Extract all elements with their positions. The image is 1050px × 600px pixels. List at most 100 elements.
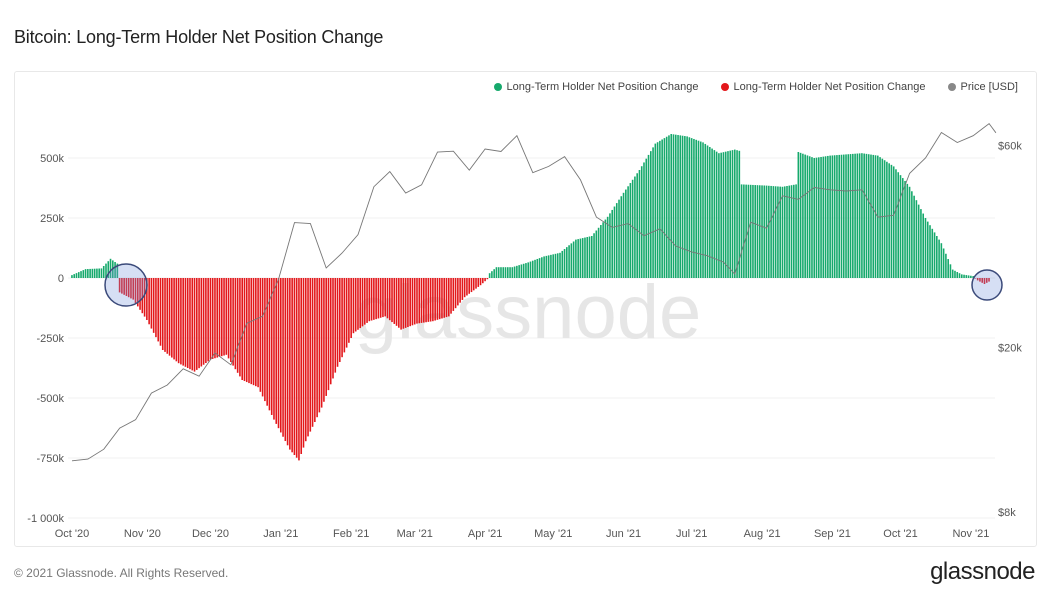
bar-positive: [550, 254, 552, 278]
bar-negative: [295, 278, 298, 458]
bar-negative: [384, 278, 387, 317]
bar-negative: [168, 278, 171, 356]
bar-positive: [867, 154, 870, 278]
bar-negative: [348, 278, 350, 343]
bar-negative: [193, 278, 196, 372]
bar-negative: [395, 278, 398, 326]
bar-positive: [938, 239, 940, 278]
bar-negative: [411, 278, 414, 326]
bar-positive: [904, 180, 906, 278]
legend-item-positive[interactable]: Long-Term Holder Net Position Change: [493, 81, 699, 93]
bar-positive: [659, 140, 661, 278]
bar-positive: [604, 219, 607, 278]
x-axis-tick-label: Jun '21: [606, 528, 641, 540]
bar-positive: [731, 150, 734, 278]
bar-positive: [820, 156, 822, 278]
glassnode-logo: glassnode: [930, 558, 1035, 585]
bar-negative: [325, 278, 327, 396]
bar-positive: [527, 262, 530, 278]
bar-positive: [656, 142, 659, 278]
bar-positive: [951, 269, 954, 278]
bar-negative: [275, 278, 278, 424]
bar-positive: [577, 239, 579, 278]
legend-item-price[interactable]: Price [USD]: [947, 81, 1018, 93]
bar-negative: [239, 278, 241, 377]
x-axis-tick-label: Jan '21: [263, 528, 298, 540]
bar-positive: [849, 154, 852, 278]
bar-positive: [777, 186, 779, 278]
bar-positive: [718, 153, 720, 278]
x-axis-tick-label: Jul '21: [676, 528, 707, 540]
x-axis-tick-label: Nov '20: [124, 528, 161, 540]
bar-positive: [833, 155, 836, 278]
bar-positive: [786, 186, 788, 278]
bar-positive: [575, 239, 577, 278]
right-axis-tick-label: $60k: [998, 140, 1022, 152]
bar-negative: [363, 278, 366, 325]
bar-negative: [261, 278, 264, 397]
bar-positive: [511, 267, 514, 278]
bar-positive: [724, 151, 727, 278]
bar-positive: [763, 185, 766, 278]
bar-negative: [304, 278, 307, 442]
bar-negative: [171, 278, 173, 358]
bar-positive: [908, 186, 911, 278]
bar-negative: [366, 278, 368, 323]
bar-positive: [663, 138, 666, 278]
bar-positive: [886, 161, 888, 278]
bar-negative: [143, 278, 146, 317]
bar-negative: [252, 278, 255, 386]
bar-negative: [218, 278, 221, 357]
bar-negative: [209, 278, 212, 360]
bar-negative: [136, 278, 139, 307]
bar-negative: [309, 278, 312, 432]
bar-positive: [661, 139, 663, 278]
bar-negative: [161, 278, 164, 350]
bar-negative: [202, 278, 205, 365]
bar-positive: [570, 243, 573, 278]
bar-negative: [409, 278, 411, 327]
bar-positive: [960, 274, 963, 278]
bar-negative: [302, 278, 305, 448]
bar-negative: [214, 278, 216, 359]
bar-positive: [740, 184, 743, 278]
bar-positive: [96, 268, 98, 278]
legend-item-negative[interactable]: Long-Term Holder Net Position Change: [720, 81, 926, 93]
bar-positive: [495, 267, 498, 278]
bar-positive: [504, 267, 507, 278]
bar-positive: [929, 225, 931, 278]
bar-negative: [198, 278, 200, 369]
bar-negative: [250, 278, 253, 385]
bar-negative: [479, 278, 482, 286]
bar-positive: [940, 243, 943, 278]
bar-negative: [146, 278, 148, 320]
bar-negative: [245, 278, 248, 383]
bar-positive: [502, 267, 505, 278]
bar-positive: [824, 156, 827, 278]
bar-negative: [470, 278, 473, 293]
bar-positive: [733, 149, 736, 278]
bar-negative: [441, 278, 443, 319]
bar-positive: [970, 275, 972, 278]
bar-positive: [572, 241, 575, 278]
left-axis-tick-label: 0: [58, 273, 64, 285]
copyright: © 2021 Glassnode. All Rights Reserved.: [14, 566, 229, 580]
bar-negative: [323, 278, 325, 402]
bar-positive: [681, 135, 684, 278]
bar-positive: [736, 150, 738, 278]
bar-positive: [958, 273, 961, 278]
bar-positive: [84, 269, 87, 278]
bar-positive: [643, 162, 645, 278]
right-axis-tick-label: $8k: [998, 507, 1016, 519]
bar-negative: [277, 278, 280, 429]
left-axis-tick-label: -750k: [36, 453, 64, 465]
bar-negative: [268, 278, 271, 411]
bar-negative: [443, 278, 446, 318]
bar-negative: [339, 278, 341, 362]
bar-positive: [654, 143, 657, 278]
bar-positive: [799, 152, 802, 278]
bar-negative: [979, 278, 981, 282]
bar-positive: [808, 156, 811, 278]
bar-positive: [615, 203, 618, 278]
bar-negative: [118, 278, 121, 293]
